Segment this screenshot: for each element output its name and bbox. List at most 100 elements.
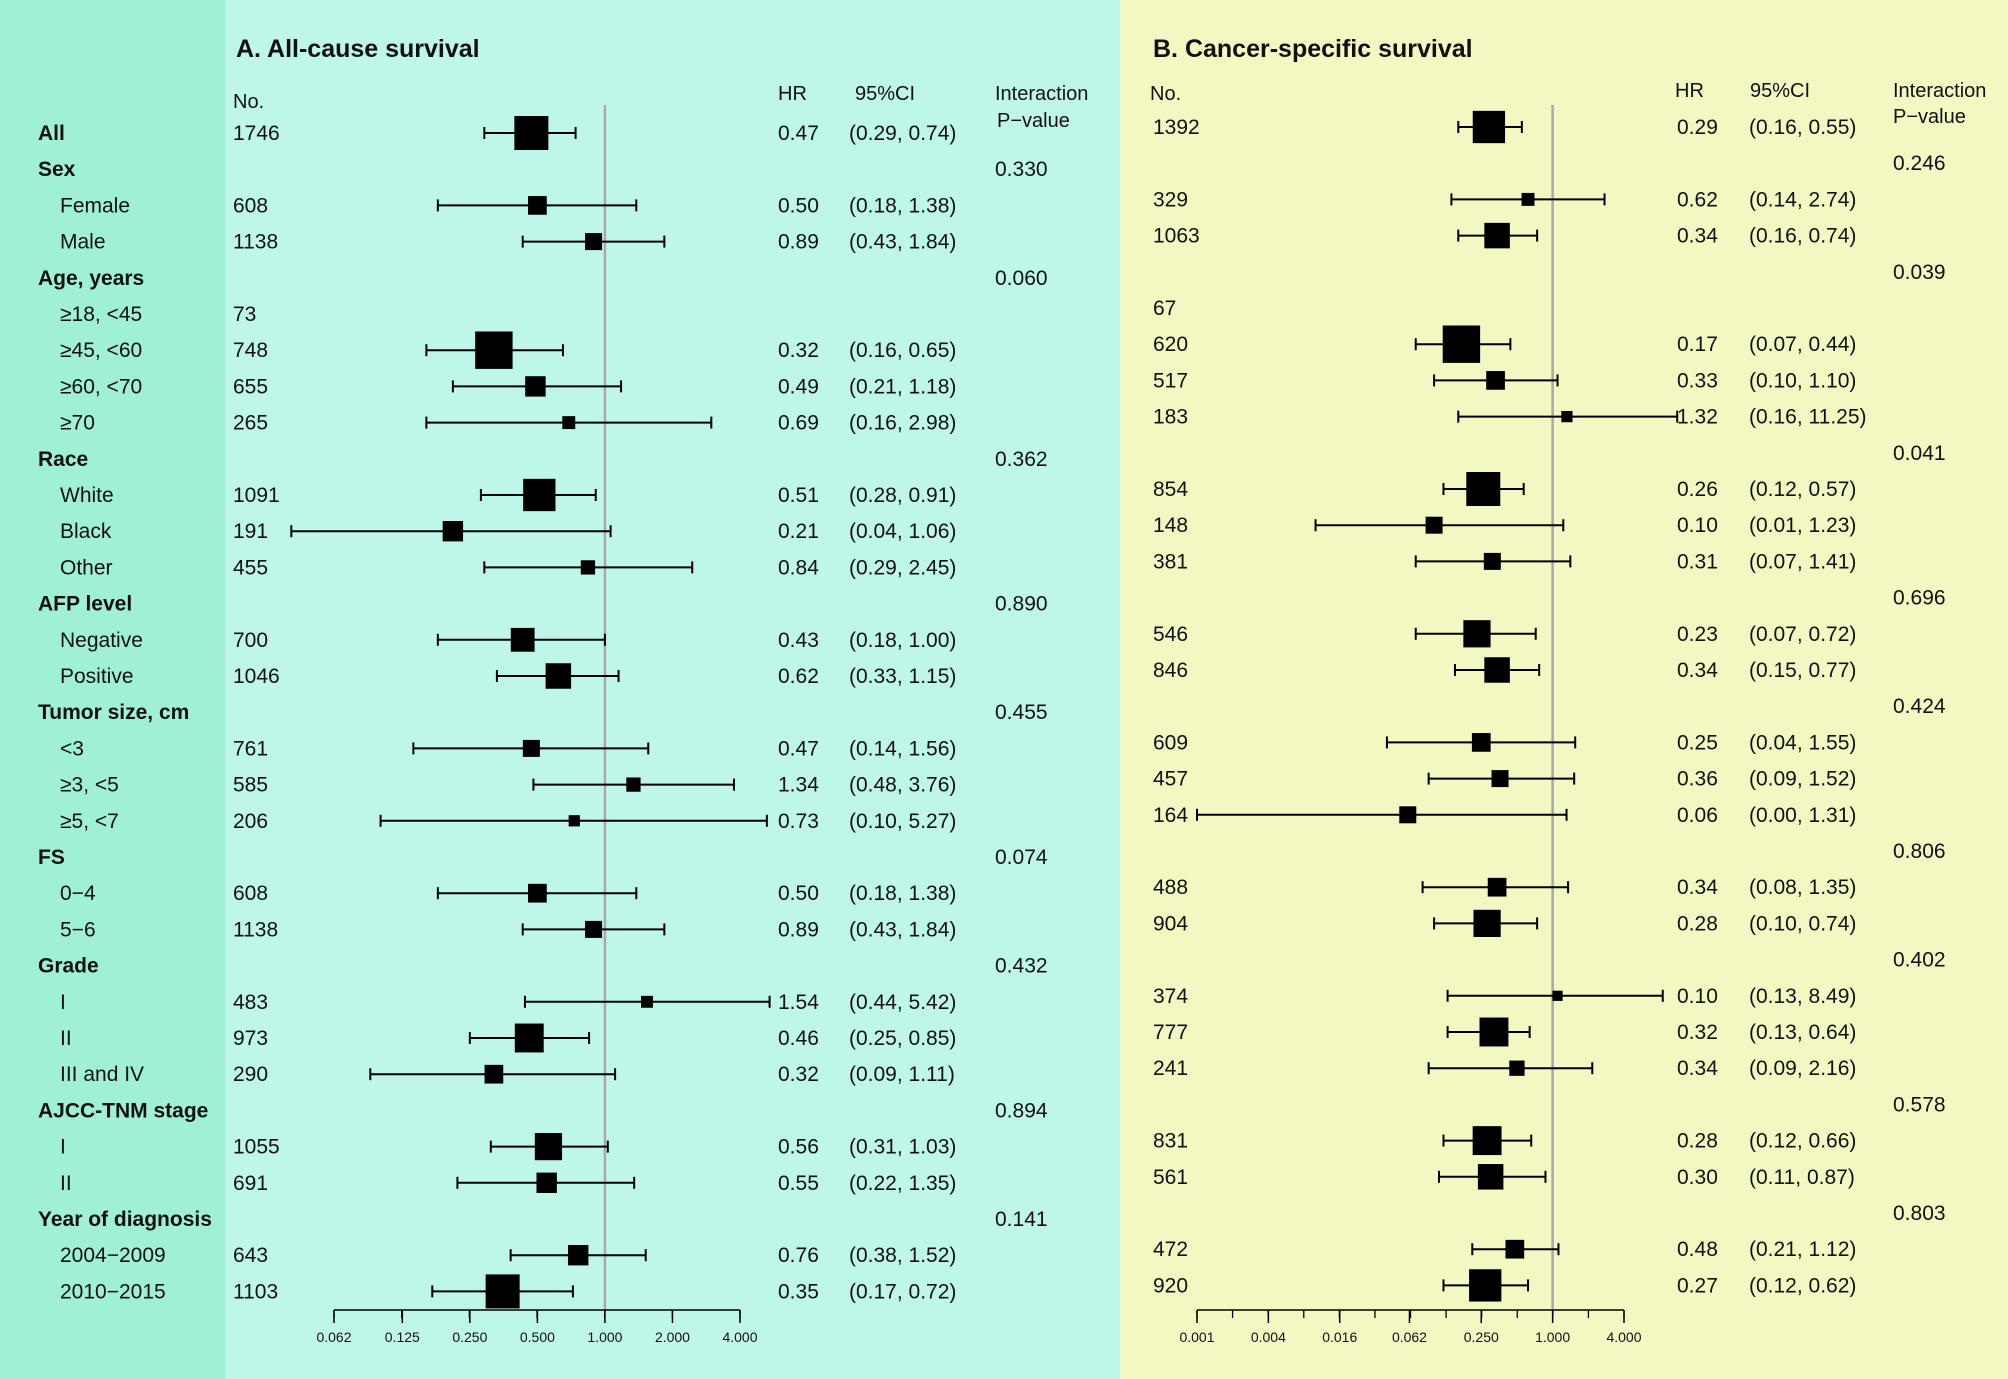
- point-estimate-box: [528, 196, 547, 215]
- point-estimate-box: [1471, 733, 1491, 752]
- interaction-p-value: 0.330: [995, 158, 1048, 181]
- interaction-p-value: 0.424: [1893, 695, 1946, 718]
- point-estimate-box: [580, 560, 596, 575]
- panel-a-title: A. All-cause survival: [236, 35, 480, 63]
- panel-b-no-header: No.: [1150, 83, 1181, 105]
- confidence-interval: (0.18, 1.38): [849, 194, 956, 217]
- hazard-ratio: 0.33: [1677, 369, 1718, 392]
- subgroup-label: II: [60, 1172, 72, 1195]
- confidence-interval: (0.07, 0.44): [1749, 333, 1856, 356]
- subgroup-label: Other: [60, 556, 113, 579]
- point-estimate-box: [545, 663, 572, 689]
- interaction-p-value: 0.455: [995, 701, 1048, 724]
- sample-size: 517: [1153, 369, 1188, 392]
- point-estimate-box: [1509, 1060, 1525, 1076]
- panel-b-hr-header: HR: [1675, 80, 1704, 102]
- sample-size: 67: [1153, 297, 1176, 320]
- hazard-ratio: 0.32: [778, 1063, 819, 1086]
- sample-size: 164: [1153, 804, 1188, 827]
- hazard-ratio: 0.34: [1677, 876, 1718, 899]
- confidence-interval: (0.11, 0.87): [1749, 1166, 1855, 1189]
- panel-a-pvalue-header: P−value: [997, 110, 1070, 132]
- subgroup-label: II: [60, 1027, 72, 1050]
- hazard-ratio: 0.84: [778, 556, 819, 579]
- sample-size: 691: [233, 1172, 268, 1195]
- subgroup-label: Male: [60, 231, 106, 254]
- sample-size: 608: [233, 194, 268, 217]
- panel-a-background: [225, 0, 1120, 1379]
- confidence-interval: (0.10, 5.27): [849, 810, 956, 833]
- confidence-interval: (0.12, 0.66): [1749, 1130, 1856, 1153]
- point-estimate-box: [1486, 371, 1505, 390]
- hazard-ratio: 0.34: [1677, 225, 1718, 248]
- point-estimate-box: [484, 1064, 504, 1084]
- confidence-interval: (0.22, 1.35): [849, 1172, 956, 1195]
- panel-a-hr-header: HR: [778, 83, 807, 105]
- interaction-p-value: 0.039: [1893, 261, 1946, 284]
- point-estimate-box: [1473, 909, 1501, 937]
- subgroup-label: Positive: [60, 665, 134, 688]
- interaction-p-value: 0.074: [995, 846, 1048, 869]
- subgroup-label: I: [60, 1136, 66, 1159]
- sample-size: 1746: [233, 122, 280, 145]
- point-estimate-box: [525, 376, 546, 397]
- subgroup-label: <3: [60, 737, 84, 760]
- point-estimate-box: [1491, 770, 1509, 788]
- hazard-ratio: 0.28: [1677, 1130, 1718, 1153]
- confidence-interval: (0.14, 1.56): [849, 737, 956, 760]
- confidence-interval: (0.16, 0.74): [1749, 225, 1856, 248]
- sample-size: 191: [233, 520, 268, 543]
- subgroup-label: White: [60, 484, 114, 507]
- panel-a-interaction-header: Interaction: [995, 83, 1088, 105]
- x-axis-tick-label: 0.062: [1392, 1329, 1427, 1345]
- point-estimate-box: [1399, 806, 1417, 824]
- hazard-ratio: 0.30: [1677, 1166, 1718, 1189]
- confidence-interval: (0.16, 2.98): [849, 412, 956, 435]
- point-estimate-box: [1484, 222, 1510, 249]
- subgroup-label: I: [60, 991, 66, 1014]
- row-labels: All Sex Female Male Age, years ≥18, <45 ≥45, <…: [38, 122, 212, 1303]
- hazard-ratio: 0.32: [778, 339, 819, 362]
- point-estimate-box: [1442, 325, 1481, 363]
- x-axis-tick-label: 4.000: [1606, 1329, 1641, 1345]
- interaction-p-value: 0.696: [1893, 587, 1946, 610]
- hazard-ratio: 0.89: [778, 918, 819, 941]
- confidence-interval: (0.14, 2.74): [1749, 188, 1856, 211]
- sample-size: 1392: [1153, 116, 1200, 139]
- confidence-interval: (0.04, 1.55): [1749, 731, 1856, 754]
- point-estimate-box: [1487, 877, 1507, 897]
- interaction-p-value: 0.060: [995, 267, 1048, 290]
- hazard-ratio: 0.47: [778, 737, 819, 760]
- confidence-interval: (0.44, 5.42): [849, 991, 956, 1014]
- point-estimate-box: [522, 739, 540, 757]
- sample-size: 609: [1153, 731, 1188, 754]
- subgroup-label: ≥60, <70: [60, 375, 142, 398]
- point-estimate-box: [514, 1023, 544, 1053]
- interaction-p-value: 0.246: [1893, 152, 1946, 175]
- confidence-interval: (0.00, 1.31): [1749, 804, 1856, 827]
- confidence-interval: (0.28, 0.91): [849, 484, 956, 507]
- hazard-ratio: 0.36: [1677, 768, 1718, 791]
- hazard-ratio: 0.47: [778, 122, 819, 145]
- sample-size: 329: [1153, 188, 1188, 211]
- hazard-ratio: 0.89: [778, 231, 819, 254]
- confidence-interval: (0.13, 8.49): [1749, 985, 1856, 1008]
- point-estimate-box: [568, 815, 580, 827]
- sample-size: 700: [233, 629, 268, 652]
- point-estimate-box: [1552, 990, 1563, 1001]
- confidence-interval: (0.15, 0.77): [1749, 659, 1856, 682]
- hazard-ratio: 0.28: [1677, 912, 1718, 935]
- hazard-ratio: 0.73: [778, 810, 819, 833]
- interaction-p-value: 0.803: [1893, 1202, 1946, 1225]
- x-axis-tick-label: 0.004: [1251, 1329, 1286, 1345]
- sample-size: 1138: [233, 918, 278, 941]
- point-estimate-box: [1521, 192, 1535, 206]
- sample-size: 846: [1153, 659, 1188, 682]
- hazard-ratio: 0.29: [1677, 116, 1718, 139]
- subgroup-label: Negative: [60, 629, 143, 652]
- confidence-interval: (0.16, 0.65): [849, 339, 956, 362]
- x-axis-tick-label: 0.250: [1464, 1329, 1499, 1345]
- panel-b-headers: B. Cancer-specific survival No. HR 95%CI…: [1150, 35, 1986, 128]
- sample-size: 608: [233, 882, 268, 905]
